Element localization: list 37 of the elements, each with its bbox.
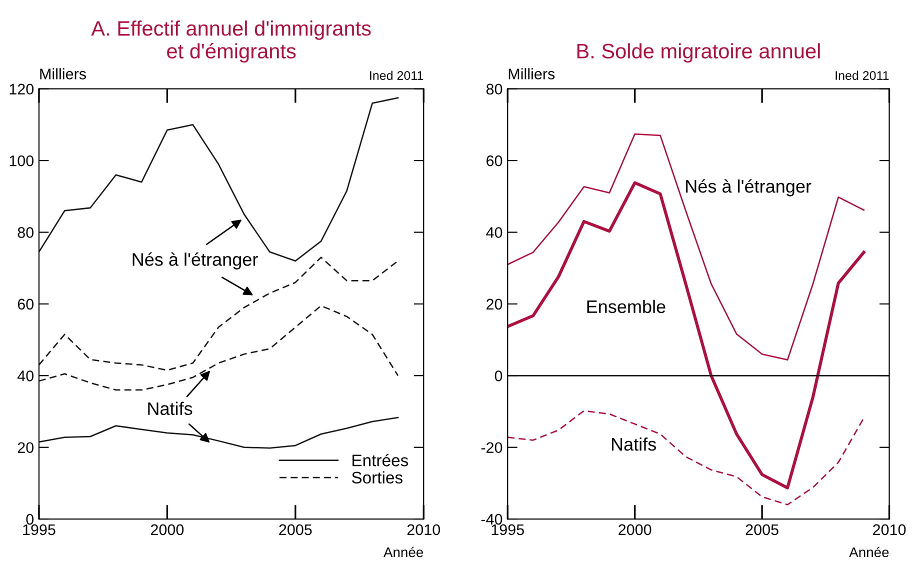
x-tick-label: 2005 (279, 524, 312, 536)
y-tick-label: 60 (486, 155, 502, 166)
x-tick-label: 2000 (150, 524, 184, 536)
legend-label: Entrées (352, 454, 408, 466)
x-axis-title: Année (849, 546, 889, 558)
y-tick-label: 20 (486, 298, 502, 310)
x-tick-label: 2010 (407, 524, 440, 536)
x-tick-label: 2010 (873, 524, 906, 536)
legend-label: Sorties (352, 471, 402, 484)
chart-title: A. Effectif annuel d'immigrants et d'émigrants (91, 20, 371, 63)
chart-title: B. Solde migratoire annuel (577, 43, 820, 63)
series-label: Nés à l'étranger (686, 179, 812, 196)
y-tick-label: 100 (10, 155, 34, 166)
y-tick-label: 0 (26, 514, 34, 525)
text: Ined 2011 (370, 70, 424, 80)
x-tick-label: 2005 (746, 524, 778, 536)
y-tick-label: 120 (10, 84, 34, 95)
annotation: Natifs (148, 402, 192, 416)
y-tick-label: 40 (486, 227, 502, 238)
y-axis-title: Milliers (40, 68, 86, 80)
x-tick-label: 1995 (492, 524, 524, 536)
y-tick-label: 80 (486, 84, 502, 95)
y-tick-label: 80 (18, 227, 34, 238)
y-tick-label: -20 (481, 442, 502, 454)
y-tick-label: -40 (481, 514, 502, 525)
y-tick-label: 20 (18, 442, 34, 454)
y-axis-title: Milliers (508, 68, 555, 80)
y-tick-label: 40 (17, 370, 34, 382)
series-label: Ensemble (587, 300, 666, 314)
x-tick-label: 1995 (23, 524, 56, 536)
y-tick-label: 60 (18, 298, 34, 310)
y-tick-label: 0 (494, 370, 502, 382)
annotation: Nés à l'étranger (132, 252, 258, 270)
x-tick-label: 2000 (618, 524, 652, 536)
series-label: Natifs (612, 437, 656, 451)
text: Ined 2011 (836, 70, 889, 80)
x-axis-title: Année (384, 546, 424, 558)
